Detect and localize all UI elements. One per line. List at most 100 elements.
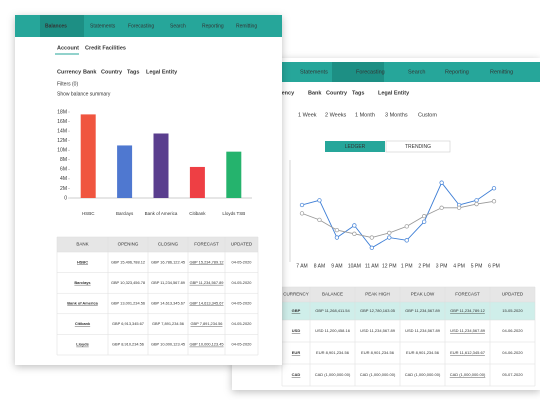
table-cell[interactable]: GBP	[292, 308, 301, 313]
table-cell[interactable]: GBP 11,234,789.12	[450, 308, 486, 313]
x-tick-label: 10AM	[348, 263, 361, 269]
period-option[interactable]: 1 Week	[298, 112, 317, 118]
table-cell[interactable]: GBP 14,613,345.67	[189, 301, 223, 306]
point	[299, 211, 305, 216]
x-tick-label: 3 PM	[436, 263, 448, 269]
x-tick-label: 2 PM	[418, 263, 430, 269]
table-cell[interactable]: GBP 7,891,234.56	[191, 321, 223, 326]
x-tick-label: 7 AM	[296, 263, 307, 269]
table-cell[interactable]: EUR	[292, 350, 301, 355]
point	[474, 201, 479, 207]
point	[352, 231, 357, 236]
point	[404, 224, 409, 229]
table-cell: EUR 8,901,234.56	[316, 350, 350, 355]
table-cell: 04-05-2020	[232, 301, 253, 306]
table-cell[interactable]: GBP 10,000,123.45	[189, 342, 223, 347]
x-tick-label: 12 PM	[382, 263, 396, 269]
period-option[interactable]: 3 Months	[385, 112, 408, 118]
table-cell: 04-05-2020	[232, 259, 253, 264]
x-tick-label: 11 AM	[365, 263, 379, 269]
balances-window: Balances Statements Forecasting Search Repor…	[15, 15, 282, 365]
table-cell: GBP 8,910,234.56	[112, 342, 144, 347]
x-tick-label: Citibank	[189, 211, 206, 216]
toggle-inactive	[385, 140, 451, 153]
tab[interactable]: Account	[57, 45, 79, 51]
filter-tab[interactable]: Bank	[308, 90, 322, 96]
filter-tab[interactable]: Legal Entity	[378, 90, 410, 96]
filter-tab[interactable]: Country	[101, 69, 123, 75]
nav-item[interactable]: Reporting	[445, 69, 469, 75]
table-cell: USD 11,234,567.89	[360, 328, 396, 333]
filter-link[interactable]: Filters (0)	[57, 81, 78, 87]
toggle-button[interactable]: TRENDING	[405, 144, 431, 150]
filter-tab[interactable]: Tags	[352, 90, 364, 96]
y-tick-label: 8M	[60, 157, 67, 163]
nav-item[interactable]: Search	[408, 69, 425, 75]
table-cell[interactable]: CAD	[292, 372, 301, 377]
point	[299, 202, 305, 208]
nav-item[interactable]: Statements	[300, 69, 328, 75]
table-header: PEAK HIGH	[365, 292, 390, 297]
y-tick-label: 18M	[57, 109, 67, 115]
table-cell[interactable]: USD 11,234,567.89	[450, 328, 486, 333]
filter-tab[interactable]: Bank	[83, 69, 97, 75]
bar	[117, 145, 133, 198]
summary-link[interactable]: Show balance summary	[57, 91, 111, 97]
x-tick-label: 6 PM	[488, 263, 500, 269]
nav-item[interactable]: Forecasting	[356, 69, 385, 75]
filter-tab[interactable]: Currency	[57, 69, 82, 75]
table-cell[interactable]: CAD (1,000,000.00)	[450, 372, 486, 377]
table-header: BANK	[76, 242, 88, 247]
period-option[interactable]: 2 Weeks	[325, 112, 347, 118]
filter-tab[interactable]: Currency	[270, 90, 295, 96]
series-line	[301, 181, 495, 249]
nav-item[interactable]: Remitting	[490, 69, 513, 75]
table-cell: 04-05-2020	[232, 280, 253, 285]
table-cell: GBP 7,891,234.56	[152, 321, 184, 326]
nav-item[interactable]: Reporting	[202, 23, 224, 29]
filter-tab[interactable]: Tags	[127, 69, 139, 75]
point	[369, 245, 374, 250]
y-tick-label: 16M	[57, 119, 67, 125]
table-cell: GBP 15,496,788.12	[111, 259, 145, 264]
x-tick-label: Barclays	[116, 211, 134, 216]
filter-tab[interactable]: Legal Entity	[146, 69, 178, 75]
nav-bar	[232, 62, 540, 82]
table-cell[interactable]: Barclays	[74, 280, 90, 285]
period-option[interactable]: 1 Month	[355, 112, 375, 118]
point	[352, 223, 357, 228]
x-tick-label: Bank of America	[145, 211, 178, 216]
bar	[153, 133, 169, 198]
window	[15, 15, 282, 365]
table-cell[interactable]: GBP 11,234,567.89	[190, 280, 224, 285]
point	[439, 180, 444, 185]
table-header: PEAK LOW	[411, 292, 435, 297]
table-header: BALANCE	[322, 292, 343, 297]
y-tick-label: 12M	[57, 138, 67, 144]
table-cell[interactable]: Bank of America	[67, 301, 98, 306]
table-cell[interactable]: Lloyds	[76, 342, 89, 347]
x-tick-label: 4 PM	[453, 263, 465, 269]
nav-item[interactable]: Remitting	[236, 23, 257, 29]
table-cell[interactable]: EUR 11,612,345.67	[450, 350, 486, 355]
nav-item[interactable]: Balances	[45, 23, 67, 29]
table-header: CLOSING	[158, 242, 179, 247]
filter-tab[interactable]: Country	[326, 90, 348, 96]
table-cell: GBP 16,786,122.45	[151, 259, 185, 264]
nav-item[interactable]: Statements	[90, 23, 116, 29]
tab[interactable]: Credit Facilities	[85, 45, 126, 51]
table-cell[interactable]: HSBC	[77, 259, 88, 264]
toggle-button[interactable]: LEDGER	[345, 144, 366, 150]
point	[334, 227, 340, 233]
table-header: FORECAST	[455, 292, 480, 297]
nav-item[interactable]: Forecasting	[128, 23, 154, 29]
table-cell[interactable]: Citibank	[75, 321, 91, 326]
table-cell[interactable]: USD	[292, 328, 301, 333]
table-cell: GBP 11,268,411.54	[315, 308, 350, 313]
table-cell: GBP 10,323,456.78	[111, 280, 145, 285]
nav-item[interactable]: Search	[170, 23, 186, 29]
point	[474, 198, 479, 203]
period-option[interactable]: Custom	[418, 112, 437, 118]
table-header: CURRENCY	[283, 292, 309, 297]
table-cell[interactable]: GBP 15,234,789.12	[189, 259, 223, 264]
